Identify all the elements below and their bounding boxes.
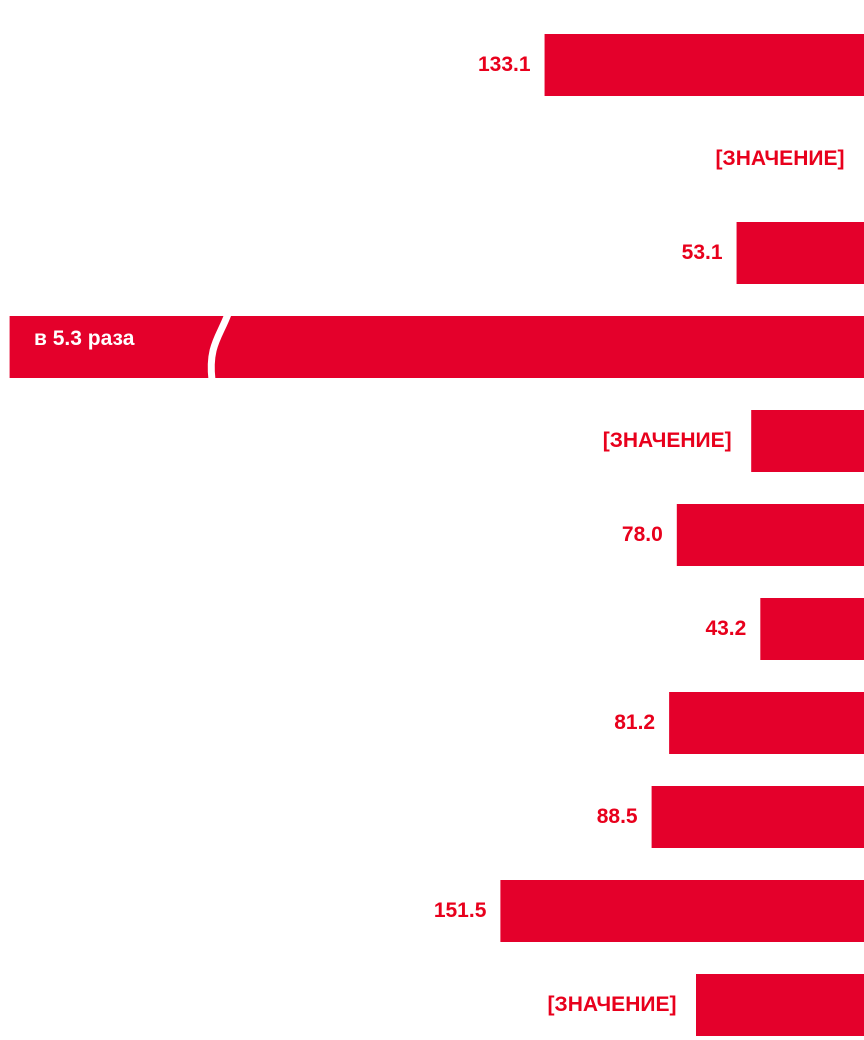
bar <box>696 974 864 1036</box>
bar <box>544 34 864 96</box>
value-label: [ЗНАЧЕНИЕ] <box>547 993 677 1016</box>
bar <box>751 410 864 472</box>
bar <box>676 504 864 566</box>
bar <box>760 598 864 660</box>
value-label: [ЗНАЧЕНИЕ] <box>602 429 732 452</box>
value-label: 78.0 <box>621 523 663 546</box>
bar <box>669 692 864 754</box>
value-label: 81.2 <box>614 711 656 734</box>
value-label: [ЗНАЧЕНИЕ] <box>715 147 845 170</box>
bar <box>9 316 864 378</box>
value-label: 43.2 <box>705 617 747 640</box>
bar <box>500 880 864 942</box>
axis-break <box>207 312 232 381</box>
value-label: 53.1 <box>681 241 723 264</box>
annotation: в 5.3 раза <box>34 327 135 350</box>
value-label: 151.5 <box>433 899 487 922</box>
value-label: 88.5 <box>596 805 638 828</box>
value-label: 133.1 <box>477 53 531 76</box>
bar <box>651 786 864 848</box>
bar <box>736 222 864 284</box>
